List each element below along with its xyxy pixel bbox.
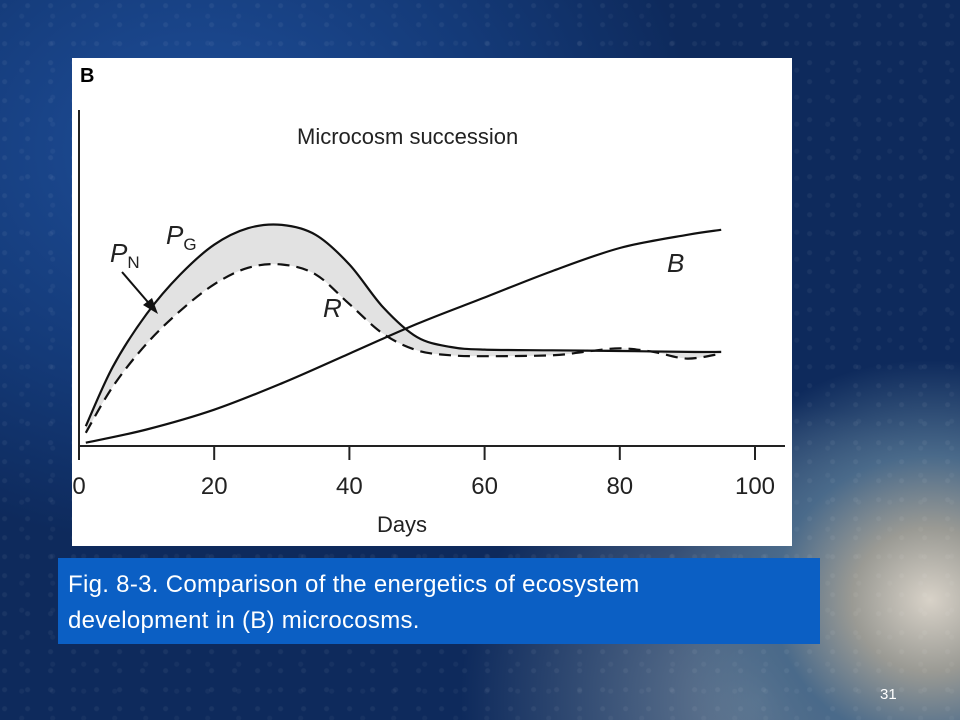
caption-line-1: Fig. 8-3. Comparison of the energetics o…: [68, 571, 640, 598]
x-tick-label-20: 20: [201, 473, 228, 500]
chart-svg: B Microcosm succession Days 0 20 40 60 80 100…: [72, 65, 785, 537]
label-pn: PN: [110, 238, 140, 272]
x-tick-label-80: 80: [606, 473, 633, 500]
x-axis-label: Days: [377, 512, 427, 537]
series-line-r: [84, 262, 722, 434]
x-tick-label-40: 40: [336, 473, 363, 500]
label-r: R: [323, 293, 342, 323]
series-line-pg: [84, 223, 722, 427]
caption-line-2: development in (B) microcosms.: [68, 607, 420, 634]
series-line-b: [85, 228, 722, 444]
x-tick-label-60: 60: [471, 473, 498, 500]
x-tick-label-100: 100: [735, 473, 775, 500]
chart-figure: B Microcosm succession Days 0 20 40 60 80 100…: [72, 58, 792, 546]
x-tick-label-0: 0: [72, 473, 85, 500]
chart-title: Microcosm succession: [297, 124, 518, 149]
panel-label: B: [80, 65, 94, 87]
pn-arrow-head: [143, 298, 158, 314]
label-b: B: [667, 248, 684, 278]
label-pn-subscript: N: [127, 253, 139, 272]
slide-number: 31: [880, 686, 897, 703]
label-pg: PG: [166, 220, 197, 254]
label-pg-subscript: G: [183, 235, 196, 254]
figure-caption: Fig. 8-3. Comparison of the energetics o…: [58, 558, 820, 644]
